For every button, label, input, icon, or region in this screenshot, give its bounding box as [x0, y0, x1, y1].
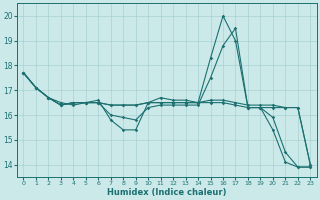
- X-axis label: Humidex (Indice chaleur): Humidex (Indice chaleur): [107, 188, 227, 197]
